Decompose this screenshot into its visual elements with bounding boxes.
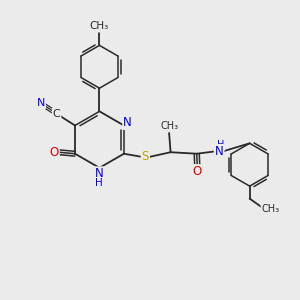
Text: O: O bbox=[50, 146, 59, 159]
Text: S: S bbox=[142, 150, 149, 163]
Text: CH₃: CH₃ bbox=[261, 204, 280, 214]
Text: CH₃: CH₃ bbox=[90, 21, 109, 32]
Text: CH₃: CH₃ bbox=[160, 122, 178, 131]
Text: C: C bbox=[53, 109, 61, 118]
Text: N: N bbox=[215, 145, 224, 158]
Text: H: H bbox=[217, 140, 224, 150]
Text: N: N bbox=[37, 98, 45, 108]
Text: N: N bbox=[94, 167, 103, 180]
Text: N: N bbox=[123, 116, 132, 129]
Text: O: O bbox=[193, 165, 202, 178]
Text: H: H bbox=[95, 178, 103, 188]
